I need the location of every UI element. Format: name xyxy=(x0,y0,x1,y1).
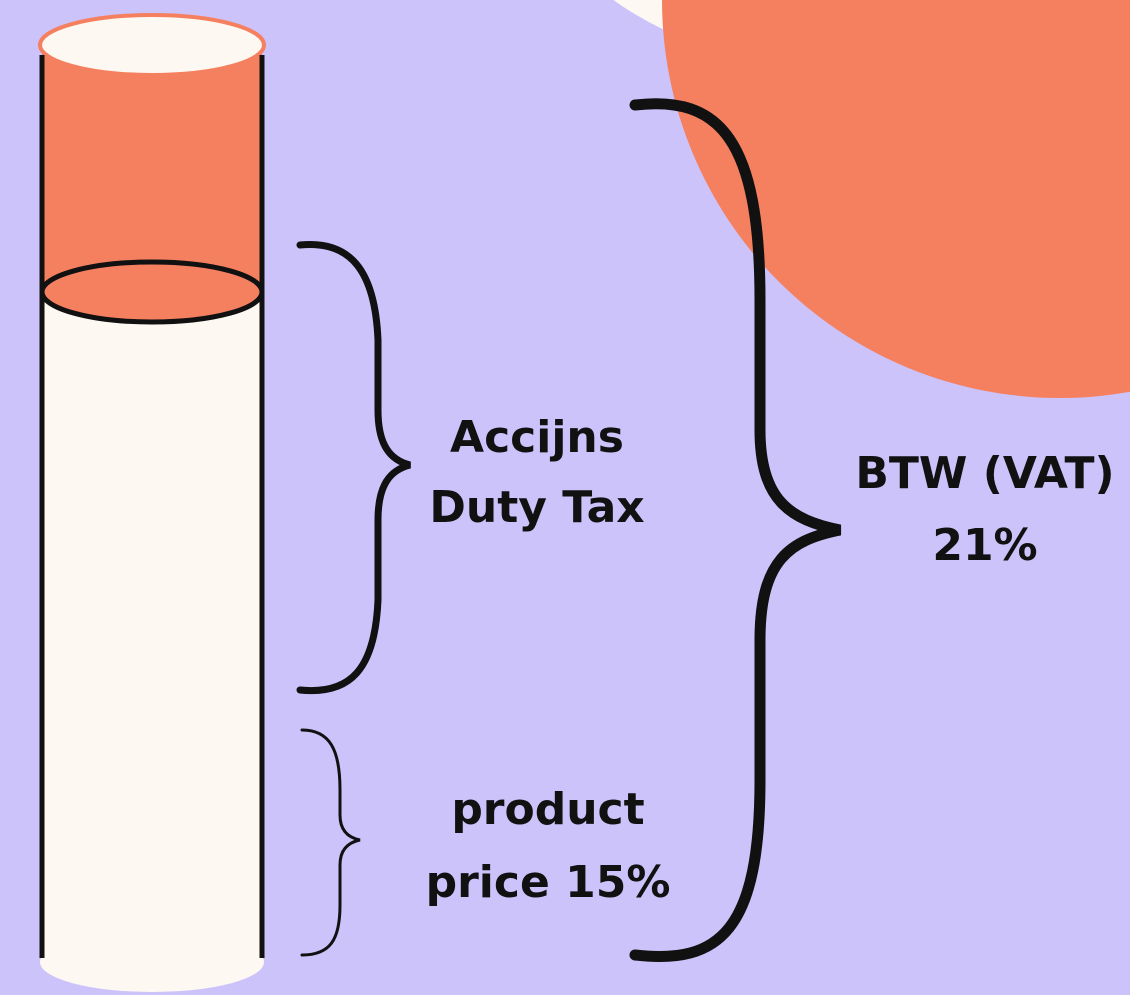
cigarette-top xyxy=(40,15,264,75)
duty-label: Duty Tax xyxy=(429,482,644,533)
cigarette xyxy=(40,15,264,992)
page: Accijns Duty Tax BTW (VAT) 21% product p… xyxy=(0,0,1130,995)
vat-label: BTW (VAT) xyxy=(855,448,1114,499)
product-label: product xyxy=(451,784,644,835)
duty-label: Accijns xyxy=(450,412,624,463)
infographic: Accijns Duty Tax BTW (VAT) 21% product p… xyxy=(0,0,1130,995)
cigarette-filter xyxy=(42,45,262,290)
vat-label: 21% xyxy=(932,520,1037,571)
product-label: price 15% xyxy=(426,857,671,908)
filter-edge xyxy=(42,262,262,322)
